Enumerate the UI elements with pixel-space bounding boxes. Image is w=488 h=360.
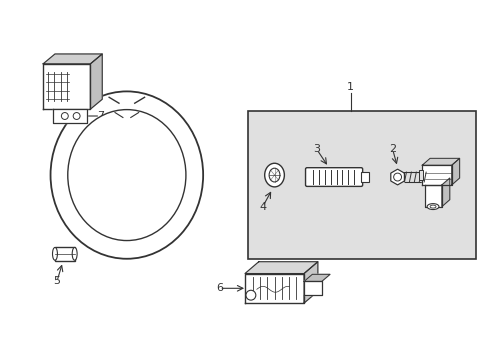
Polygon shape <box>43 54 102 64</box>
Text: 5: 5 <box>53 276 61 287</box>
Circle shape <box>61 113 68 120</box>
Text: 1: 1 <box>346 82 353 93</box>
Bar <box>361 172 368 182</box>
FancyBboxPatch shape <box>305 168 362 186</box>
Polygon shape <box>441 178 449 207</box>
Bar <box>418 170 422 180</box>
Polygon shape <box>53 109 87 123</box>
Circle shape <box>393 173 401 181</box>
Ellipse shape <box>50 91 203 259</box>
Ellipse shape <box>268 168 279 182</box>
Bar <box>247 111 475 259</box>
Polygon shape <box>421 165 451 185</box>
Polygon shape <box>304 262 317 303</box>
Text: 2: 2 <box>388 144 395 154</box>
Circle shape <box>73 113 80 120</box>
Circle shape <box>245 290 255 300</box>
Text: 7: 7 <box>97 111 103 121</box>
Ellipse shape <box>264 163 284 187</box>
Polygon shape <box>390 169 404 185</box>
Text: 6: 6 <box>216 283 223 293</box>
Polygon shape <box>424 185 441 207</box>
Polygon shape <box>304 282 321 295</box>
Bar <box>55 247 75 261</box>
Polygon shape <box>43 64 90 109</box>
Polygon shape <box>304 274 329 282</box>
Ellipse shape <box>52 247 57 260</box>
Polygon shape <box>90 54 102 109</box>
Polygon shape <box>451 158 459 185</box>
Ellipse shape <box>426 204 438 210</box>
Ellipse shape <box>72 247 77 260</box>
Ellipse shape <box>68 109 185 240</box>
Text: 3: 3 <box>313 144 320 154</box>
Text: 4: 4 <box>259 202 266 212</box>
Ellipse shape <box>429 205 435 208</box>
Polygon shape <box>421 158 459 165</box>
Polygon shape <box>244 262 317 274</box>
Polygon shape <box>244 274 304 303</box>
